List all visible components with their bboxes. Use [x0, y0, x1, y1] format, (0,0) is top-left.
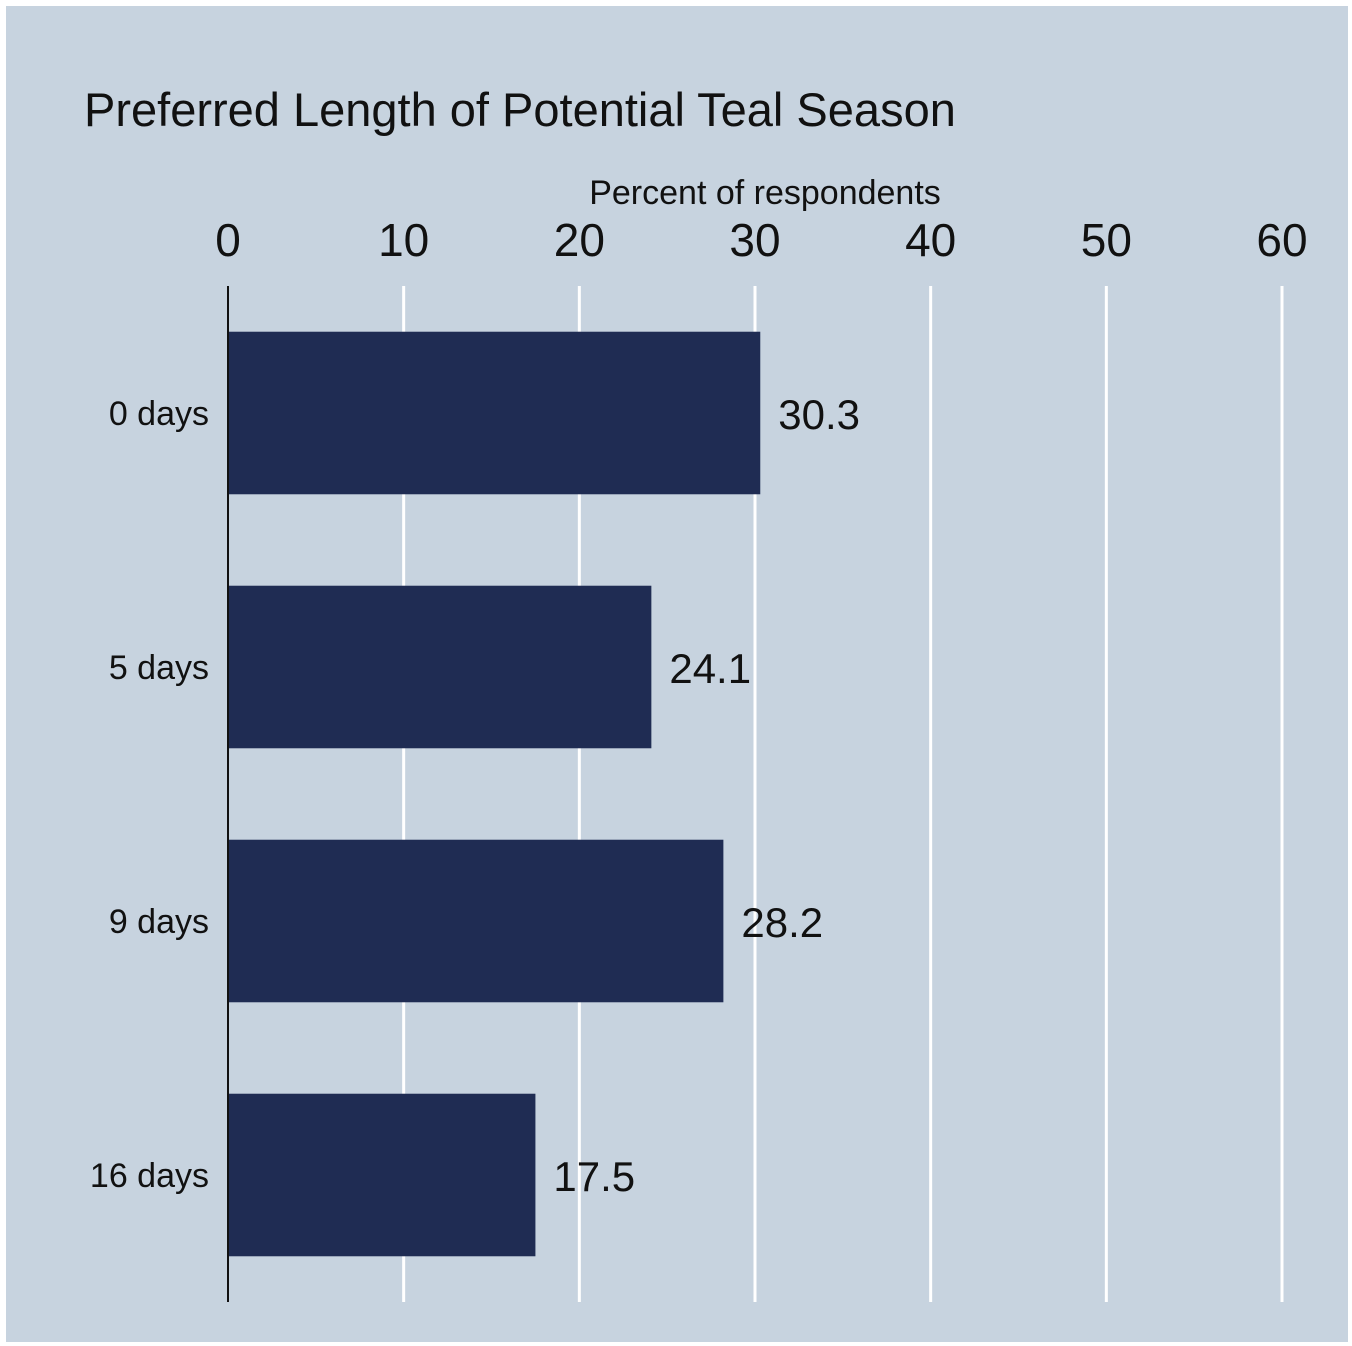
category-label: 5 days: [109, 649, 209, 687]
data-label: 28.2: [741, 899, 823, 946]
x-axis-ticks: 0 10 20 30 40 50 60: [215, 214, 1307, 266]
bars: [228, 331, 761, 1257]
value-labels: 30.3 24.1 28.2 17.5: [553, 391, 860, 1200]
chart-title: Preferred Length of Potential Teal Seaso…: [84, 83, 956, 136]
x-tick-label: 10: [378, 214, 429, 266]
bar: [228, 839, 724, 1003]
data-label: 24.1: [669, 645, 751, 692]
category-label: 16 days: [90, 1157, 209, 1195]
category-label: 9 days: [109, 903, 209, 941]
x-tick-label: 30: [729, 214, 780, 266]
x-tick-label: 40: [905, 214, 956, 266]
bar: [228, 331, 761, 495]
category-labels: 0 days 5 days 9 days 16 days: [90, 395, 209, 1195]
x-tick-label: 20: [554, 214, 605, 266]
bar: [228, 1093, 536, 1257]
category-label: 0 days: [109, 395, 209, 433]
bar: [228, 585, 652, 749]
x-tick-label: 50: [1081, 214, 1132, 266]
x-tick-label: 0: [215, 214, 241, 266]
x-axis-label: Percent of respondents: [589, 174, 941, 212]
x-tick-label: 60: [1256, 214, 1307, 266]
data-label: 30.3: [778, 391, 860, 438]
data-label: 17.5: [553, 1153, 635, 1200]
